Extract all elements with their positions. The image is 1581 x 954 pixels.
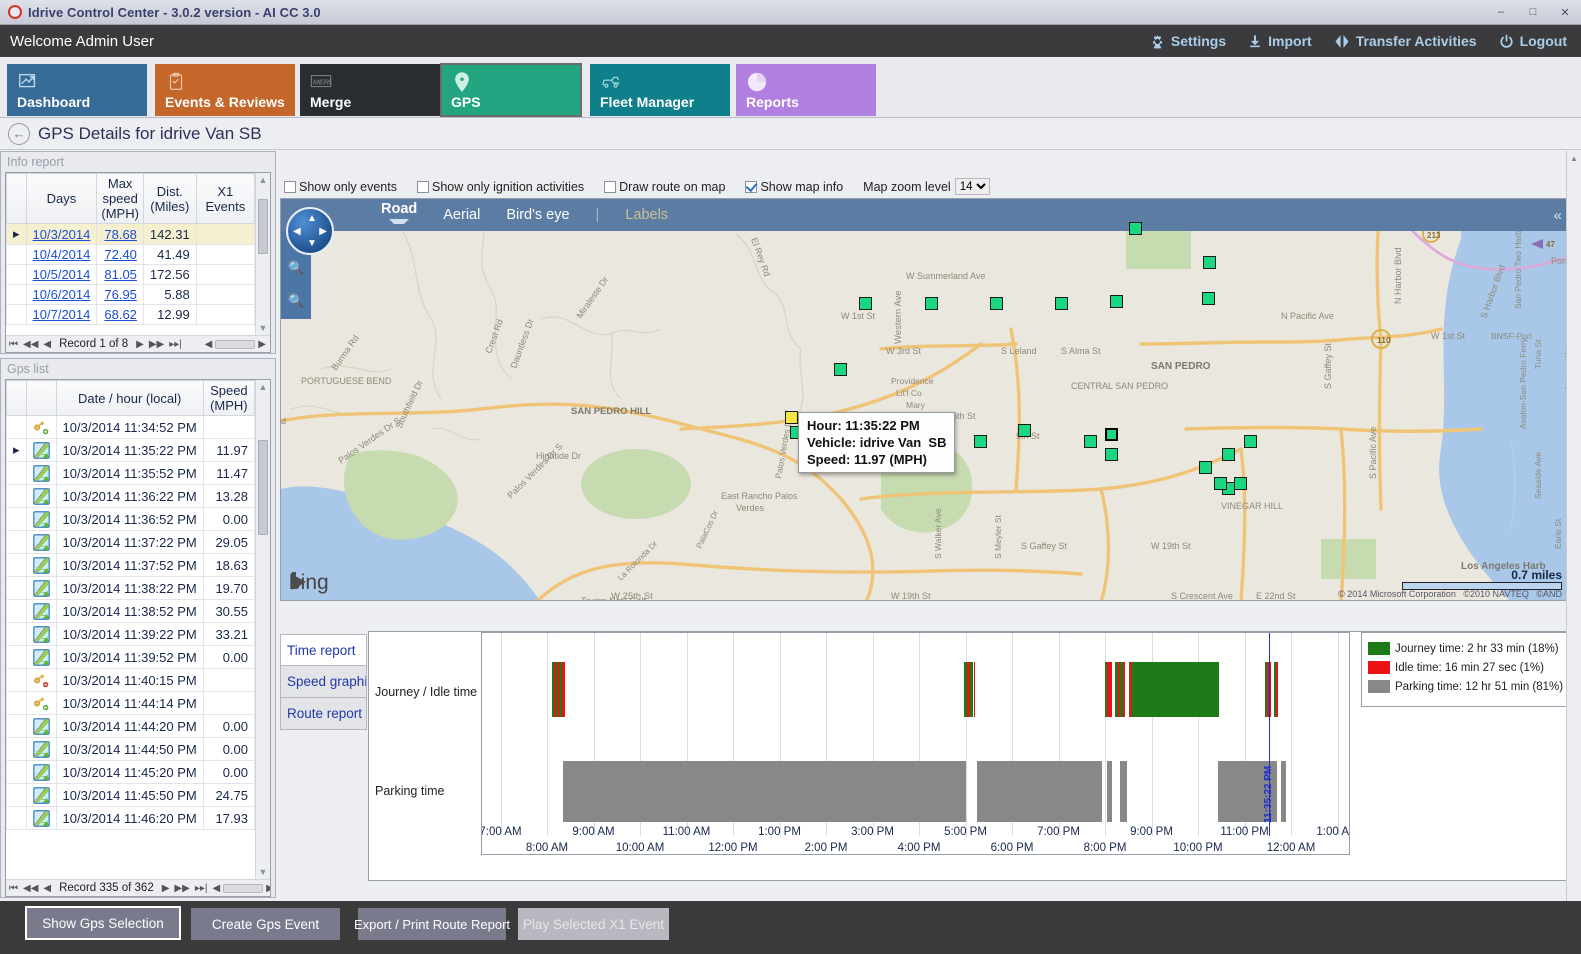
svg-text:BNSF-Port: BNSF-Port (1491, 331, 1533, 341)
svg-text:Lit'l Co: Lit'l Co (896, 388, 922, 398)
svg-text:S Meyler St: S Meyler St (993, 514, 1003, 559)
svg-text:110: 110 (1377, 335, 1391, 345)
svg-text:N Harbor Blvd: N Harbor Blvd (1393, 247, 1403, 304)
svg-text:Earle St: Earle St (1553, 518, 1563, 549)
svg-text:CENTRAL SAN PEDRO: CENTRAL SAN PEDRO (1071, 381, 1168, 391)
svg-text:W 1st St: W 1st St (841, 311, 876, 321)
svg-text:MERGE: MERGE (313, 77, 332, 86)
svg-text:Western Ave: Western Ave (893, 290, 904, 344)
svg-text:S Gaffey St: S Gaffey St (1323, 343, 1333, 389)
svg-text:d: d (281, 416, 286, 426)
svg-text:SAN PEDRO HILL: SAN PEDRO HILL (571, 406, 651, 417)
svg-text:Avalon-San Pedro Ferry: Avalon-San Pedro Ferry (1518, 337, 1528, 429)
svg-text:213: 213 (1427, 231, 1441, 240)
svg-text:Verdes: Verdes (736, 503, 765, 513)
svg-text:S Pacific Ave: S Pacific Ave (1368, 427, 1378, 479)
svg-text:PORTUGUESE BEND: PORTUGUESE BEND (301, 376, 392, 386)
svg-text:VINEGAR HILL: VINEGAR HILL (1221, 501, 1283, 511)
svg-text:W 25th St: W 25th St (611, 591, 653, 601)
svg-text:W 19th St: W 19th St (891, 591, 931, 601)
svg-text:W 3rd St: W 3rd St (886, 346, 922, 356)
svg-text:W Summerland Ave: W Summerland Ave (906, 271, 985, 281)
svg-text:S Alma St: S Alma St (1061, 346, 1101, 356)
svg-text:SAN PEDRO: SAN PEDRO (1151, 361, 1211, 372)
svg-text:W 1st St: W 1st St (1431, 331, 1466, 341)
svg-text:W 19th St: W 19th St (1151, 541, 1191, 551)
svg-text:N Pacific Ave: N Pacific Ave (1281, 311, 1334, 321)
svg-text:East Rancho Palos: East Rancho Palos (721, 491, 798, 501)
svg-text:Tuna St: Tuna St (1533, 339, 1543, 369)
svg-text:San Pedro Two Harb: San Pedro Two Harb (1513, 230, 1523, 309)
svg-text:S Crescent Ave: S Crescent Ave (1171, 591, 1233, 601)
svg-text:Providence: Providence (891, 376, 934, 386)
svg-text:Mary: Mary (906, 400, 926, 410)
svg-text:Seaside Ave: Seaside Ave (1533, 452, 1543, 499)
svg-text:S Gaffey St: S Gaffey St (1021, 541, 1067, 551)
svg-text:S Leland: S Leland (1001, 346, 1037, 356)
svg-text:E 22nd St: E 22nd St (1256, 591, 1296, 601)
svg-text:47: 47 (1546, 240, 1555, 249)
svg-text:S Walker Ave: S Walker Ave (933, 508, 943, 559)
